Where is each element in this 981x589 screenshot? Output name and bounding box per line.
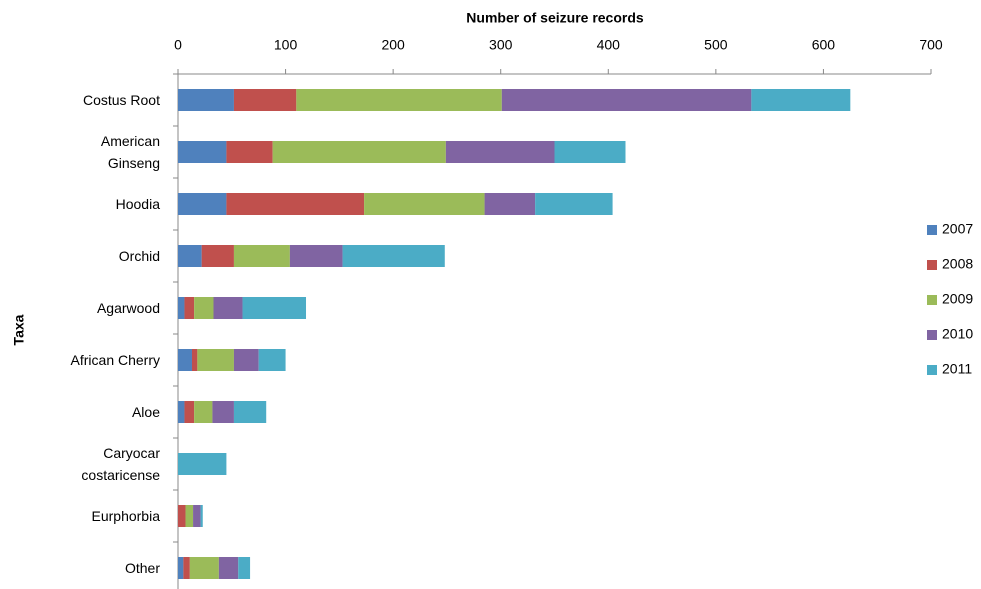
bar-segment: [233, 89, 297, 111]
bar-segment: [197, 349, 234, 371]
bar-segment: [178, 297, 185, 319]
x-tick-label: 500: [704, 37, 728, 53]
bar-segment: [178, 193, 227, 215]
x-tick-label: 400: [597, 37, 621, 53]
y-tick-label: Other: [124, 560, 160, 576]
bar-segment: [226, 193, 365, 215]
bar-segment: [501, 89, 752, 111]
bar-segment: [178, 453, 227, 475]
x-tick-label: 300: [489, 37, 513, 53]
legend-label: 2010: [942, 326, 973, 342]
y-tick-label: Eurphorbia: [91, 508, 161, 524]
bar-segment: [194, 401, 213, 423]
bar-segment: [218, 557, 239, 579]
bar-segment: [213, 297, 243, 319]
bar-segment: [233, 245, 290, 267]
bar-segment: [226, 141, 273, 163]
y-tick-label: Agarwood: [96, 300, 160, 316]
bar-segment: [184, 401, 195, 423]
bar-segment: [201, 245, 234, 267]
legend-label: 2009: [942, 291, 973, 307]
bar-segment: [191, 349, 198, 371]
y-tick-label: Costus Root: [82, 92, 160, 108]
bar-segment: [178, 401, 185, 423]
y-tick-label: Caryocar costaricense: [81, 445, 160, 483]
legend-label: 2011: [942, 361, 972, 377]
bar-segment: [178, 557, 184, 579]
bar-segment: [484, 193, 536, 215]
bar-segment: [178, 141, 227, 163]
x-tick-label: 600: [812, 37, 836, 53]
bar-segment: [289, 245, 343, 267]
legend-label: 2008: [942, 256, 973, 272]
bar-segment: [242, 297, 307, 319]
bar-segment: [751, 89, 851, 111]
bar-segment: [272, 141, 446, 163]
bar-segment: [183, 557, 190, 579]
legend-swatch: [927, 365, 937, 375]
bar-segment: [233, 401, 267, 423]
bar-segment: [178, 505, 186, 527]
bar-segment: [296, 89, 502, 111]
bar-segment: [193, 505, 201, 527]
x-tick-label: 200: [381, 37, 405, 53]
legend-swatch: [927, 225, 937, 235]
x-tick-label: 700: [919, 37, 943, 53]
bar-segment: [554, 141, 626, 163]
bar-segment: [364, 193, 485, 215]
x-tick-label: 0: [174, 37, 182, 53]
bar-segment: [178, 349, 192, 371]
y-tick-label: Aloe: [131, 404, 160, 420]
bar-segment: [258, 349, 286, 371]
x-axis-title: Number of seizure records: [466, 10, 644, 26]
bar-segment: [189, 557, 219, 579]
y-tick-label: African Cherry: [70, 352, 160, 368]
y-tick-label: Hoodia: [115, 196, 160, 212]
bar-segment: [178, 245, 202, 267]
x-tick-label: 100: [274, 37, 298, 53]
bar-segment: [212, 401, 234, 423]
bar-segment: [178, 89, 234, 111]
legend-label: 2007: [942, 221, 973, 237]
bar-segment: [445, 141, 555, 163]
bar-segment: [194, 297, 214, 319]
bar-segment: [184, 297, 195, 319]
y-tick-label: American Ginseng: [100, 133, 160, 171]
legend-swatch: [927, 295, 937, 305]
legend-swatch: [927, 260, 937, 270]
y-axis-title: Taxa: [11, 314, 27, 345]
bar-segment: [238, 557, 251, 579]
bar-segment: [535, 193, 613, 215]
bar-segment: [342, 245, 445, 267]
legend-swatch: [927, 330, 937, 340]
bar-segment: [233, 349, 259, 371]
bar-segment: [200, 505, 203, 527]
bar-segment: [185, 505, 194, 527]
y-tick-label: Orchid: [118, 248, 160, 264]
